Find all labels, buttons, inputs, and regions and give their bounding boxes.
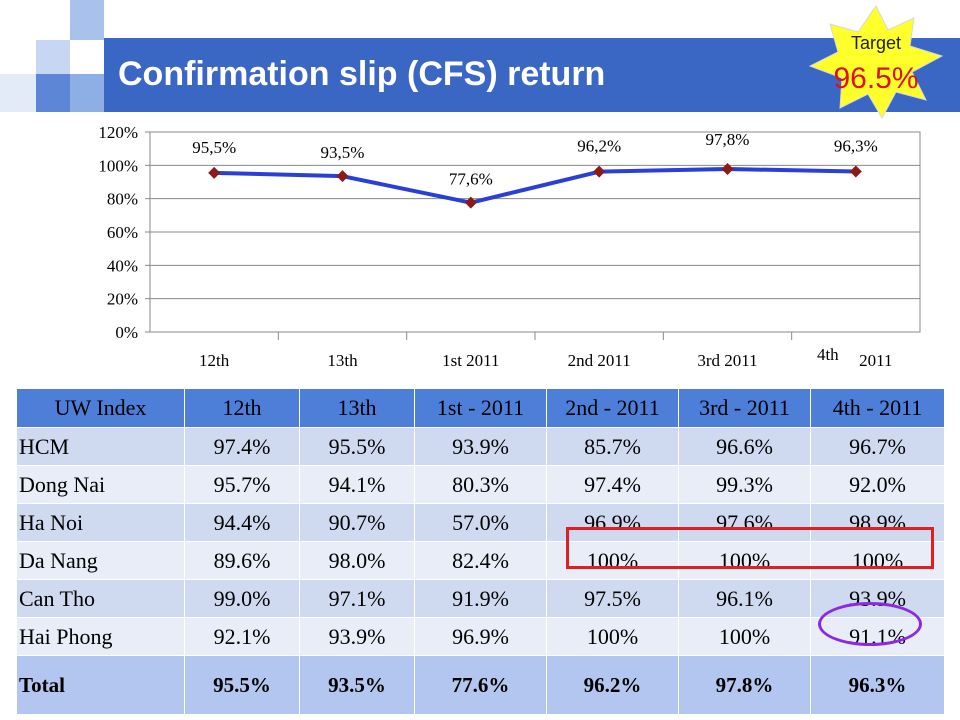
data-label: 93,5% — [321, 143, 365, 162]
data-point — [593, 165, 606, 178]
table-cell: 92.0% — [810, 465, 945, 504]
target-label: Target — [850, 33, 902, 53]
column-header: 1st - 2011 — [414, 388, 547, 428]
decor-square — [36, 40, 70, 74]
row-label: Hai Phong — [16, 617, 185, 656]
target-star-badge — [808, 5, 944, 120]
series-line — [214, 167, 856, 205]
table-cell: 96.3% — [810, 655, 945, 715]
table-header-row: UW Index 12th 13th 1st - 2011 2nd - 2011 3rd … — [16, 388, 945, 428]
data-point — [464, 196, 477, 209]
x-tick-label: 3rd 2011 — [697, 351, 757, 370]
row-label: Ha Noi — [16, 503, 185, 542]
y-tick-label: 40% — [107, 256, 138, 275]
table-cell: 97.1% — [299, 579, 415, 618]
table-cell: 93.9% — [299, 617, 415, 656]
table-cell: 85.7% — [546, 427, 679, 466]
x-tick-label: 13th — [327, 351, 358, 370]
table-cell: 94.4% — [184, 503, 300, 542]
table-cell: 99.3% — [678, 465, 811, 504]
table-cell: 98.0% — [299, 541, 415, 580]
title-bar — [104, 38, 960, 112]
table-cell: 96.6% — [678, 427, 811, 466]
table-cell: 95.5% — [299, 427, 415, 466]
y-tick-label: 60% — [107, 223, 138, 242]
table-cell: 91.9% — [414, 579, 547, 618]
row-label: Dong Nai — [16, 465, 185, 504]
table-cell: 57.0% — [414, 503, 547, 542]
table-cell: 96.7% — [810, 427, 945, 466]
table-cell: 97.4% — [546, 465, 679, 504]
table-cell: 93.9% — [414, 427, 547, 466]
y-tick-label: 120% — [98, 123, 138, 142]
highlight-ellipse — [818, 602, 922, 646]
star-shape — [808, 5, 944, 120]
table-cell: 82.4% — [414, 541, 547, 580]
table-cell: 80.3% — [414, 465, 547, 504]
table-row: Hai Phong 92.1% 93.9% 96.9% 100% 100% 91.1% — [16, 617, 945, 656]
table-cell: 97.4% — [184, 427, 300, 466]
table-row: Da Nang 89.6% 98.0% 82.4% 100% 100% 100% — [16, 541, 945, 580]
uw-index-table: UW Index 12th 13th 1st - 2011 2nd - 2011 3rd … — [16, 388, 945, 715]
slide-title: Confirmation slip (CFS) return — [118, 55, 606, 93]
table-cell: 96.1% — [678, 579, 811, 618]
x-tick-label: 1st 2011 — [442, 351, 499, 370]
table-cell: 100% — [678, 617, 811, 656]
column-header: 4th - 2011 — [810, 388, 945, 428]
line-chart: 0% 20% 40% 60% 80% 100% 120% 12th 13th 1st 2011 2n… — [98, 123, 921, 370]
table-cell: 97.5% — [546, 579, 679, 618]
y-tick-label: 0% — [115, 323, 138, 342]
data-point — [208, 166, 221, 179]
table-row: Total 95.5% 93.5% 77.6% 96.2% 97.8% 96.3% — [16, 655, 945, 715]
data-label: 96,2% — [577, 137, 621, 156]
y-tick-label: 20% — [107, 290, 138, 309]
row-label: Total — [16, 655, 185, 715]
column-header: 2nd - 2011 — [546, 388, 679, 428]
table-cell: 93.5% — [299, 655, 415, 715]
data-label: 96,3% — [834, 137, 878, 156]
table-cell: 98.9% — [810, 503, 945, 542]
table-cell: 77.6% — [414, 655, 547, 715]
row-label: HCM — [16, 427, 185, 466]
data-point — [849, 165, 862, 178]
data-label: 95,5% — [192, 138, 236, 157]
table-cell: 94.1% — [299, 465, 415, 504]
column-header: 12th — [184, 388, 300, 428]
table-cell: 96.9% — [414, 617, 547, 656]
data-point — [721, 163, 734, 175]
table-cell: 100% — [678, 541, 811, 580]
data-label: 77,6% — [449, 170, 493, 189]
y-tick-label: 80% — [107, 190, 138, 209]
decor-square — [0, 74, 36, 112]
table-row: Dong Nai 95.7% 94.1% 80.3% 97.4% 99.3% 92.0% — [16, 465, 945, 504]
x-tick-label-prefix: 4th — [817, 345, 839, 364]
column-header: 13th — [299, 388, 415, 428]
y-tick-label: 100% — [98, 156, 138, 175]
column-header: 3rd - 2011 — [678, 388, 811, 428]
row-label: Can Tho — [16, 579, 185, 618]
row-label: Da Nang — [16, 541, 185, 580]
table-row: Can Tho 99.0% 97.1% 91.9% 97.5% 96.1% 93.9% — [16, 579, 945, 618]
data-label: 97,8% — [706, 130, 750, 149]
data-point — [336, 170, 349, 183]
target-value: 96.5% — [833, 62, 919, 95]
table-cell: 97.8% — [678, 655, 811, 715]
highlight-rectangle — [566, 527, 934, 569]
table-cell: 90.7% — [299, 503, 415, 542]
table-cell: 89.6% — [184, 541, 300, 580]
column-header: UW Index — [16, 388, 185, 428]
decor-square — [36, 74, 70, 112]
table-cell: 92.1% — [184, 617, 300, 656]
x-tick-label: 12th — [199, 351, 230, 370]
table-cell: 96.2% — [546, 655, 679, 715]
table-cell: 95.5% — [184, 655, 300, 715]
table-row: HCM 97.4% 95.5% 93.9% 85.7% 96.6% 96.7% — [16, 427, 945, 466]
table-cell: 99.0% — [184, 579, 300, 618]
x-tick-label: 2011 — [859, 351, 892, 370]
table-cell: 100% — [546, 617, 679, 656]
x-tick-label: 2nd 2011 — [568, 351, 631, 370]
table-cell: 95.7% — [184, 465, 300, 504]
decor-square — [70, 0, 104, 40]
decor-square — [70, 74, 104, 112]
